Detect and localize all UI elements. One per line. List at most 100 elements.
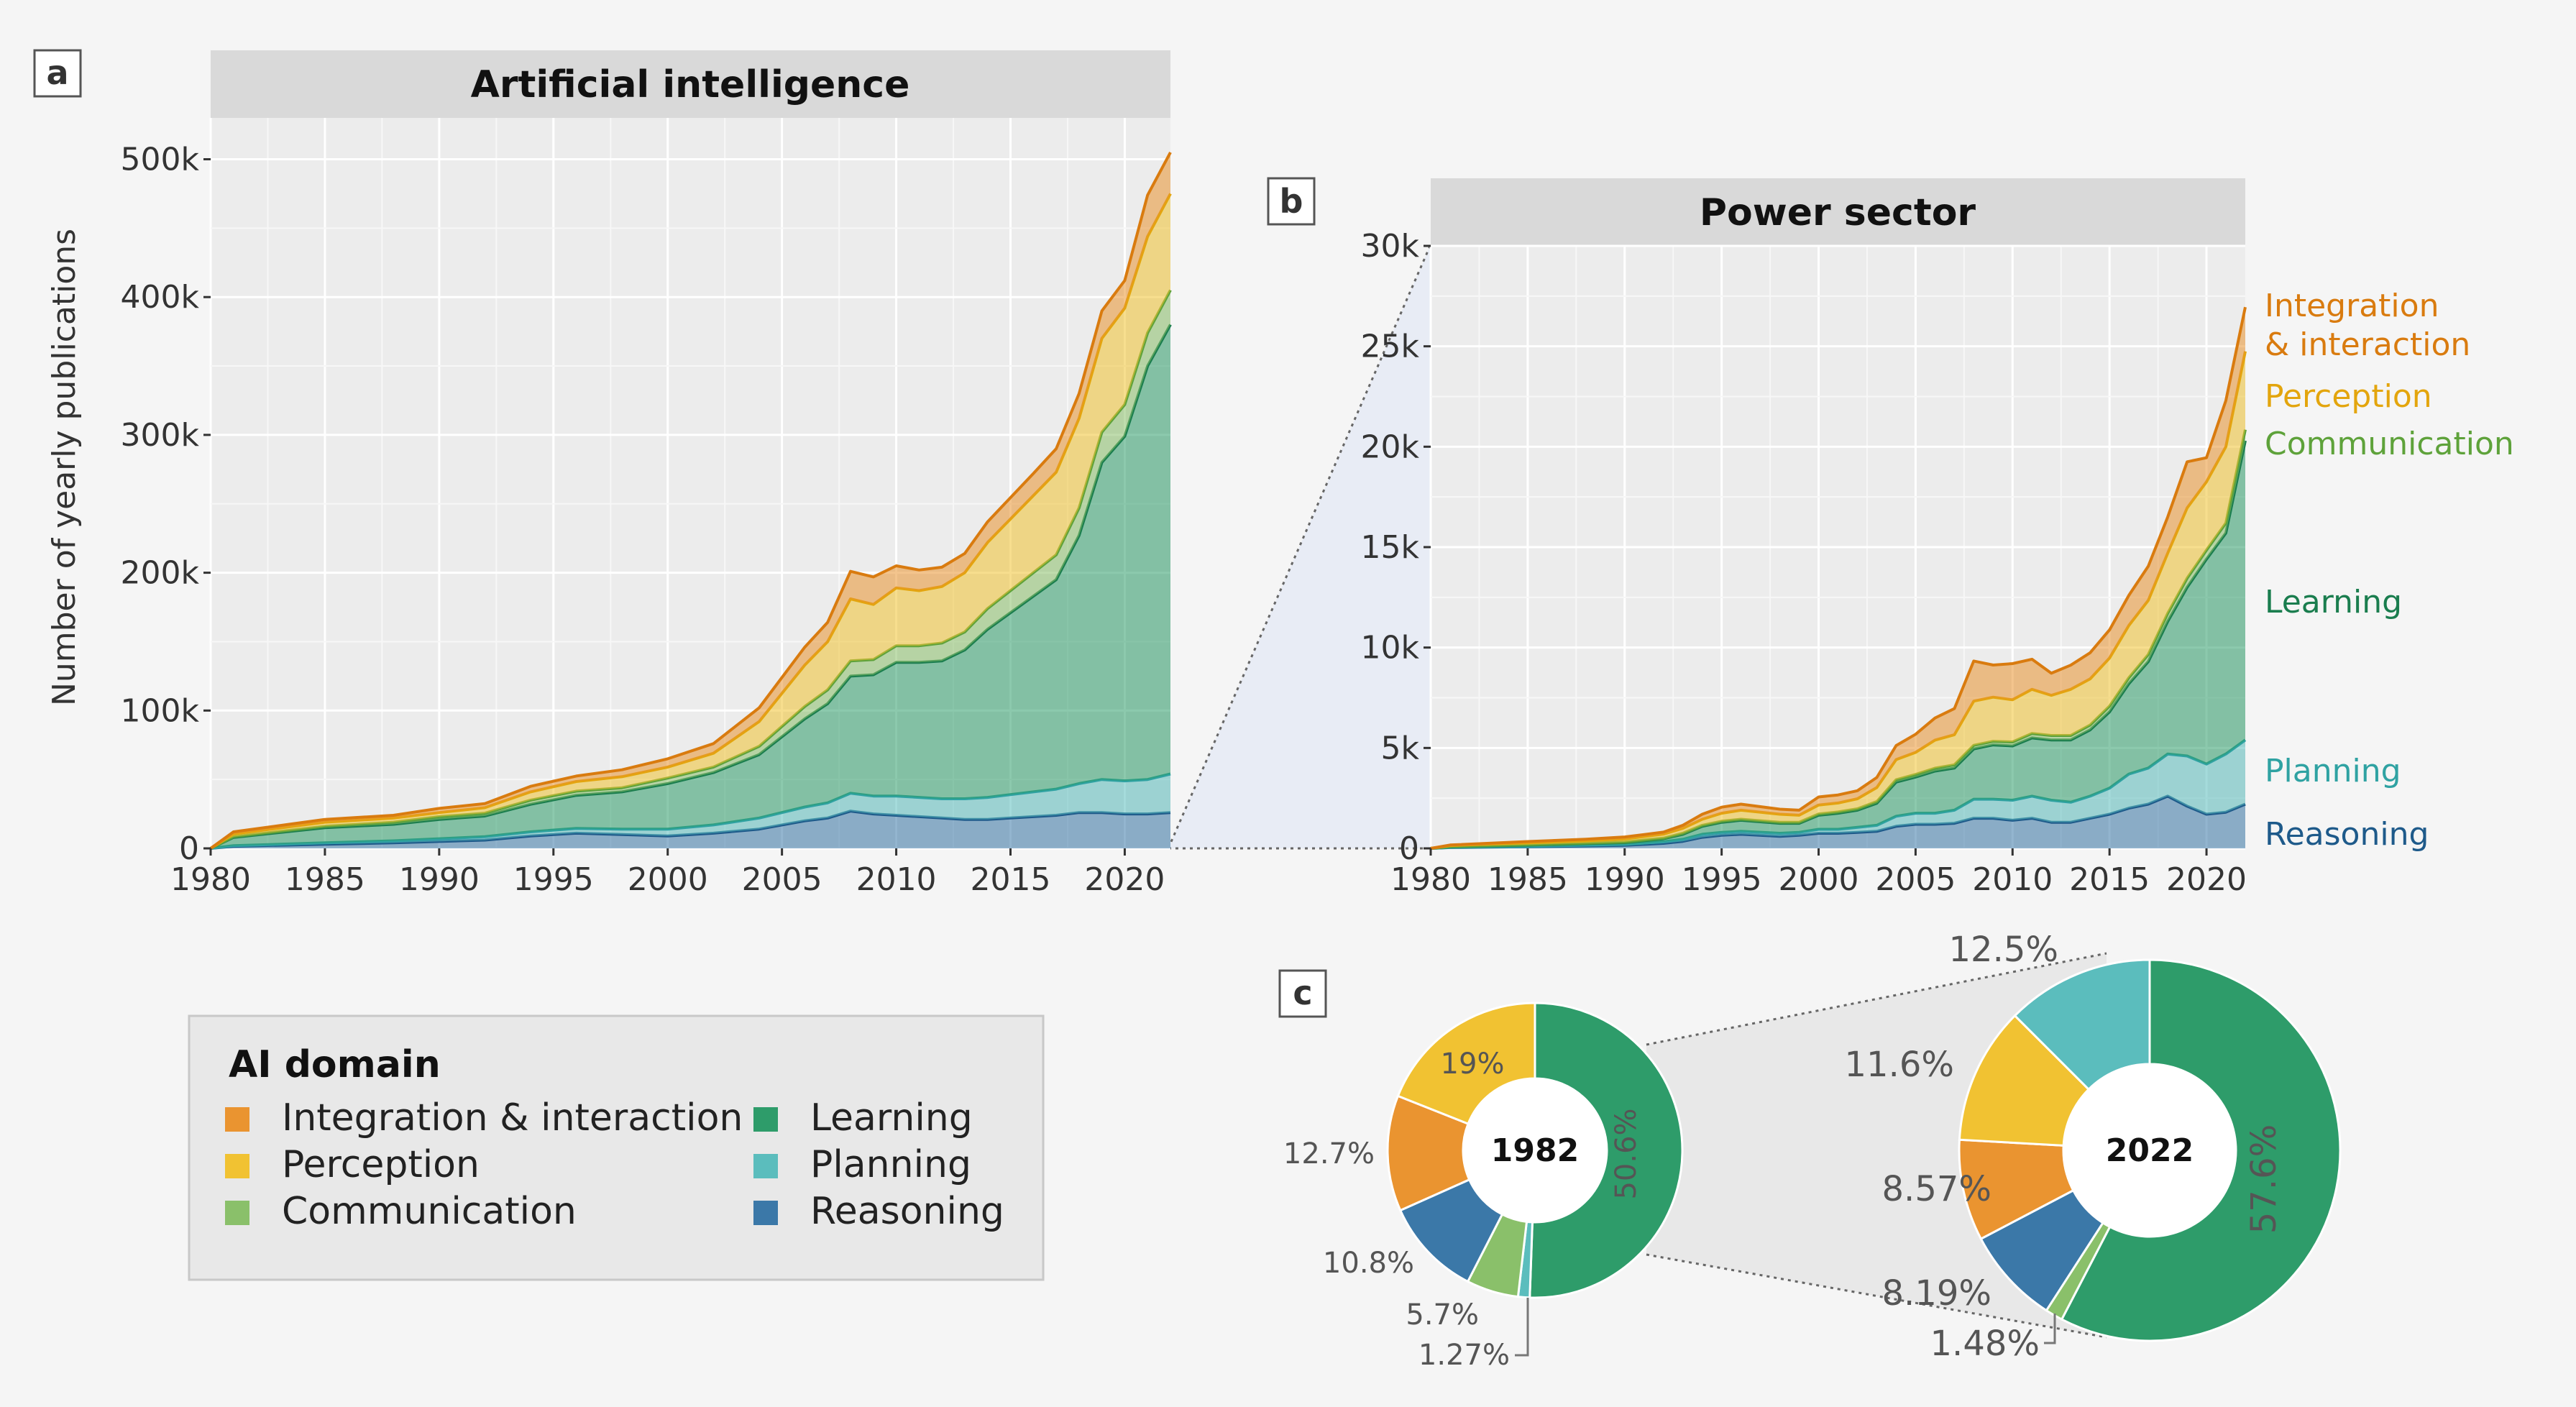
donut-2022-leader-line <box>2044 1314 2056 1344</box>
legend-label-learning: Learning <box>810 1096 973 1140</box>
power-area-perception <box>1431 351 2245 848</box>
end-label-integration: Integration & interaction <box>2265 288 2470 363</box>
power-xtick-label: 2015 <box>2069 861 2150 898</box>
ai-xtick-label: 1990 <box>399 861 480 898</box>
panel-letter-box-c <box>1278 969 1327 1018</box>
panel-letter-c: c <box>1293 973 1312 1012</box>
power-xtick-label: 1995 <box>1682 861 1762 898</box>
ai-ytick-label: 0 <box>179 830 199 867</box>
end-label-communication: Communication <box>2265 426 2514 462</box>
legend-swatch-integration <box>225 1107 249 1132</box>
ai-xtick-label: 2000 <box>628 861 708 898</box>
power-area-reasoning <box>1431 796 2245 848</box>
power-ytick-label: 0 <box>1399 830 1419 867</box>
legend-swatch-communication <box>225 1201 249 1225</box>
pie-zoom-bottom <box>1646 1253 2107 1339</box>
power-xtick-label: 1990 <box>1585 861 1665 898</box>
title-power: Power sector <box>1700 191 1976 234</box>
end-label-perception: Perception <box>2265 378 2432 415</box>
legend-label-communication: Communication <box>282 1190 577 1233</box>
power-xtick-label: 2010 <box>1972 861 2053 898</box>
legend-swatch-planning <box>753 1154 778 1178</box>
donut-2022-label-planning: 12.5% <box>1949 930 2058 970</box>
panel-letter-box-b <box>1267 177 1316 226</box>
donut-2022-label-learning: 57.6% <box>2244 1124 2284 1234</box>
power-area-learning <box>1431 441 2245 848</box>
ai-xtick-label: 1980 <box>170 861 251 898</box>
legend-title: AI domain <box>229 1043 441 1086</box>
power-ytick-label: 25k <box>1361 329 1420 365</box>
ai-ytick-label: 400k <box>121 279 200 316</box>
power-line-integration <box>1430 306 2247 850</box>
legend-box <box>188 1014 1045 1281</box>
donut-1982-label-reasoning: 10.8% <box>1323 1247 1414 1280</box>
ai-area-reasoning <box>211 811 1170 848</box>
strip-ai <box>211 50 1170 118</box>
pie-2022: 2022 57.6% 12.5% 11.6% 8.57% 8.19% 1.48% <box>1845 930 2342 1364</box>
ai-xtick-label: 1995 <box>513 861 594 898</box>
ai-area-planning <box>211 774 1170 848</box>
y-axis-label: Number of yearly publications <box>46 229 83 706</box>
donut-1982-slice-perception <box>1396 1002 1536 1126</box>
donut-1982-hole <box>1463 1078 1607 1222</box>
end-label-integration-line1: Integration <box>2265 288 2439 324</box>
panel-letter-a: a <box>46 53 68 92</box>
ai-xtick-label: 2005 <box>742 861 822 898</box>
legend-label-reasoning: Reasoning <box>810 1190 1004 1233</box>
panel-c: c 1982 50.6% 19% 12.7% 10.8% 5.7% 1.27% 2022 57… <box>1278 930 2342 1372</box>
end-label-planning: Planning <box>2265 753 2401 789</box>
panel-letter-box-a <box>33 49 82 98</box>
power-ytick-label: 15k <box>1361 529 1420 566</box>
donut-2022-label-reasoning: 8.19% <box>1882 1273 1991 1314</box>
power-ytick-label: 30k <box>1361 228 1420 265</box>
chart-power: 1980 1985 1990 1995 2000 2005 2010 2015 2020 0 5k 1… <box>1361 228 2247 898</box>
donut-2022-label-communication: 1.48% <box>1930 1324 2040 1364</box>
chart-ai: 1980 1985 1990 1995 2000 2005 2010 2015 2020 0 100… <box>121 118 1172 898</box>
power-xtick-label: 1985 <box>1488 861 1568 898</box>
donut-1982-label-integration-interaction: 12.7% <box>1283 1137 1375 1170</box>
ai-ytick-label: 100k <box>121 692 200 729</box>
pie-1982: 1982 50.6% 19% 12.7% 10.8% 5.7% 1.27% <box>1283 1002 1684 1372</box>
power-xtick-label: 2020 <box>2166 861 2247 898</box>
legend-items: Integration & interactionPerceptionCommu… <box>225 1096 1004 1233</box>
donut-1982-center-label: 1982 <box>1491 1132 1579 1169</box>
legend: AI domain Integration & interactionPerce… <box>188 1014 1045 1281</box>
legend-label-integration: Integration & interaction <box>282 1096 743 1140</box>
pie-zoom-top <box>1646 952 2107 1046</box>
ai-xtick-label: 2015 <box>971 861 1051 898</box>
donut-2022-label-perception: 11.6% <box>1845 1045 1954 1085</box>
ai-ytick-label: 200k <box>121 555 200 592</box>
panel-a: a Artificial intelligence Number of year… <box>33 49 1172 898</box>
donut-1982-label-learning: 50.6% <box>1610 1108 1643 1199</box>
ai-area-learning <box>211 324 1170 848</box>
panel-letter-b: b <box>1280 182 1303 221</box>
end-label-integration-line2: & interaction <box>2265 326 2470 363</box>
legend-swatch-perception <box>225 1154 249 1178</box>
ai-xtick-label: 2020 <box>1084 861 1165 898</box>
donut-1982-label-planning: 1.27% <box>1418 1339 1510 1372</box>
ai-ytick-label: 500k <box>121 142 200 178</box>
legend-swatch-reasoning <box>753 1201 778 1225</box>
end-label-learning: Learning <box>2265 584 2402 620</box>
legend-label-planning: Planning <box>810 1143 971 1186</box>
end-label-reasoning: Reasoning <box>2265 816 2429 853</box>
power-end-labels: Integration & interaction Perception Com… <box>2265 288 2514 853</box>
donut-2022-label-integration-interaction: 8.57% <box>1882 1169 1991 1209</box>
donut-2022-center-label: 2022 <box>2106 1132 2194 1169</box>
power-ytick-label: 20k <box>1361 428 1420 465</box>
zoom-connector-top <box>1167 244 1432 849</box>
legend-swatch-learning <box>753 1107 778 1132</box>
ai-xtick-label: 1985 <box>285 861 365 898</box>
power-xtick-label: 2005 <box>1875 861 1956 898</box>
strip-power <box>1431 178 2245 246</box>
donut-1982-leader-line <box>1515 1298 1529 1357</box>
title-ai: Artificial intelligence <box>471 63 910 106</box>
ai-ytick-label: 300k <box>121 417 200 454</box>
donut-1982-label-communication: 5.7% <box>1406 1298 1479 1332</box>
power-ytick-label: 5k <box>1381 730 1420 766</box>
ai-line-integration <box>209 151 1172 850</box>
legend-label-perception: Perception <box>282 1143 480 1186</box>
panel-b: b Power sector 1980 1985 1990 1995 2000 2005 2… <box>1267 177 2514 898</box>
power-ytick-label: 10k <box>1361 630 1420 666</box>
